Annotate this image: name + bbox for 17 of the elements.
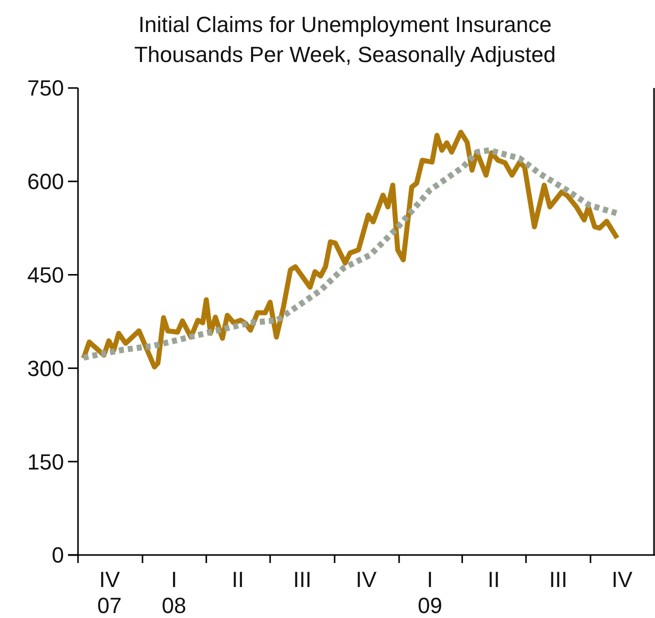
y-tick-label: 600: [27, 169, 64, 194]
chart-subtitle: Thousands Per Week, Seasonally Adjusted: [134, 42, 556, 67]
x-tick-label: III: [293, 567, 312, 592]
y-tick-label: 450: [27, 262, 64, 288]
x-tick-label: III: [549, 567, 568, 592]
x-tick-label: I 08: [162, 567, 186, 618]
x-tick-label: IV 07: [97, 567, 122, 618]
y-tick-label: 300: [27, 356, 64, 381]
chart-title: Initial Claims for Unemployment Insurance: [138, 12, 552, 37]
y-tick-label: 0: [52, 542, 64, 568]
x-tick-label: IV: [612, 567, 633, 592]
y-tick-label: 150: [27, 449, 64, 474]
y-tick-label: 750: [27, 76, 64, 101]
x-tick-label: IV: [356, 567, 377, 592]
x-tick-label: II: [488, 567, 500, 592]
x-tick-label: II: [232, 567, 244, 592]
x-tick-label: I 09: [418, 567, 442, 618]
